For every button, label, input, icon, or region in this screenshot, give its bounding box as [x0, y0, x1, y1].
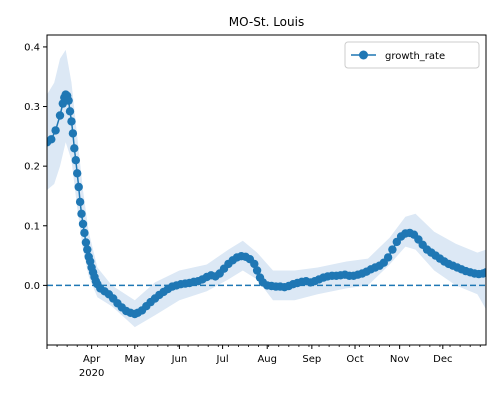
data-point	[51, 126, 60, 135]
x-tick-label: Aug	[257, 354, 277, 365]
x-tick-label: Dec	[433, 354, 452, 365]
data-point	[481, 268, 486, 277]
data-point	[55, 111, 65, 120]
data-point	[70, 144, 79, 153]
x-year-label: 2020	[79, 368, 104, 379]
data-point	[252, 266, 262, 275]
y-tick-label: 0.3	[24, 102, 40, 113]
x-tick-label: Jul	[216, 354, 229, 365]
y-tick-label: 0.4	[24, 42, 40, 53]
data-point	[250, 259, 259, 269]
data-point	[383, 253, 393, 262]
data-point	[71, 156, 81, 165]
data-point	[64, 96, 73, 105]
data-point	[388, 245, 397, 254]
data-point	[83, 245, 92, 254]
x-tick-label: May	[124, 354, 145, 365]
data-point	[77, 209, 86, 218]
series-layer	[47, 90, 486, 319]
confidence-band	[47, 49, 486, 328]
data-point	[80, 228, 89, 238]
data-point	[47, 135, 56, 144]
data-point	[81, 238, 91, 247]
x-tick-label: Oct	[346, 354, 363, 365]
x-tick-label: Nov	[390, 354, 410, 365]
plot-frame	[46, 34, 487, 346]
y-axis: 0.0 0.1 0.2 0.3 0.4	[24, 42, 47, 292]
x-tick-label: Apr	[83, 354, 101, 365]
legend-marker-swatch	[359, 50, 368, 60]
chart-title: MO-St. Louis	[229, 15, 304, 29]
legend-label-growth-rate: growth_rate	[385, 51, 445, 62]
x-tick-label: Sep	[302, 354, 321, 365]
x-tick-label: Jun	[171, 354, 188, 365]
data-point	[78, 219, 88, 229]
confidence-band-layer	[47, 49, 486, 328]
data-point	[74, 182, 83, 192]
y-tick-label: 0.2	[24, 162, 40, 173]
y-tick-label: 0.0	[24, 281, 40, 292]
data-point	[68, 129, 78, 138]
x-axis: Apr May Jun Jul Aug Sep Oct Nov Dec 2020	[46, 345, 481, 379]
data-point	[75, 197, 85, 207]
data-point	[67, 117, 76, 126]
legend: growth_rate	[344, 41, 480, 69]
legend-box	[344, 41, 480, 69]
data-point	[73, 169, 82, 178]
y-tick-label: 0.1	[24, 221, 40, 232]
data-point	[65, 107, 75, 116]
